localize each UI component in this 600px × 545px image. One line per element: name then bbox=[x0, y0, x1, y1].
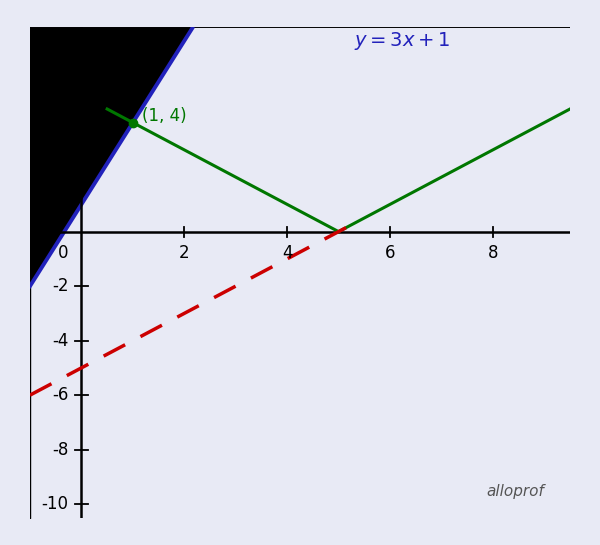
Text: 6: 6 bbox=[385, 244, 395, 262]
Text: 0: 0 bbox=[58, 244, 68, 262]
Text: 4: 4 bbox=[282, 244, 292, 262]
Text: -8: -8 bbox=[52, 440, 68, 459]
Text: alloprof: alloprof bbox=[487, 483, 544, 499]
Text: (1, 4): (1, 4) bbox=[142, 107, 187, 125]
Text: -6: -6 bbox=[52, 386, 68, 404]
Text: 8: 8 bbox=[488, 244, 498, 262]
Text: -10: -10 bbox=[41, 495, 68, 513]
Text: 2: 2 bbox=[179, 244, 190, 262]
Text: $y = 3x + 1$: $y = 3x + 1$ bbox=[354, 31, 451, 52]
Text: -4: -4 bbox=[52, 331, 68, 350]
Text: -2: -2 bbox=[52, 277, 68, 295]
